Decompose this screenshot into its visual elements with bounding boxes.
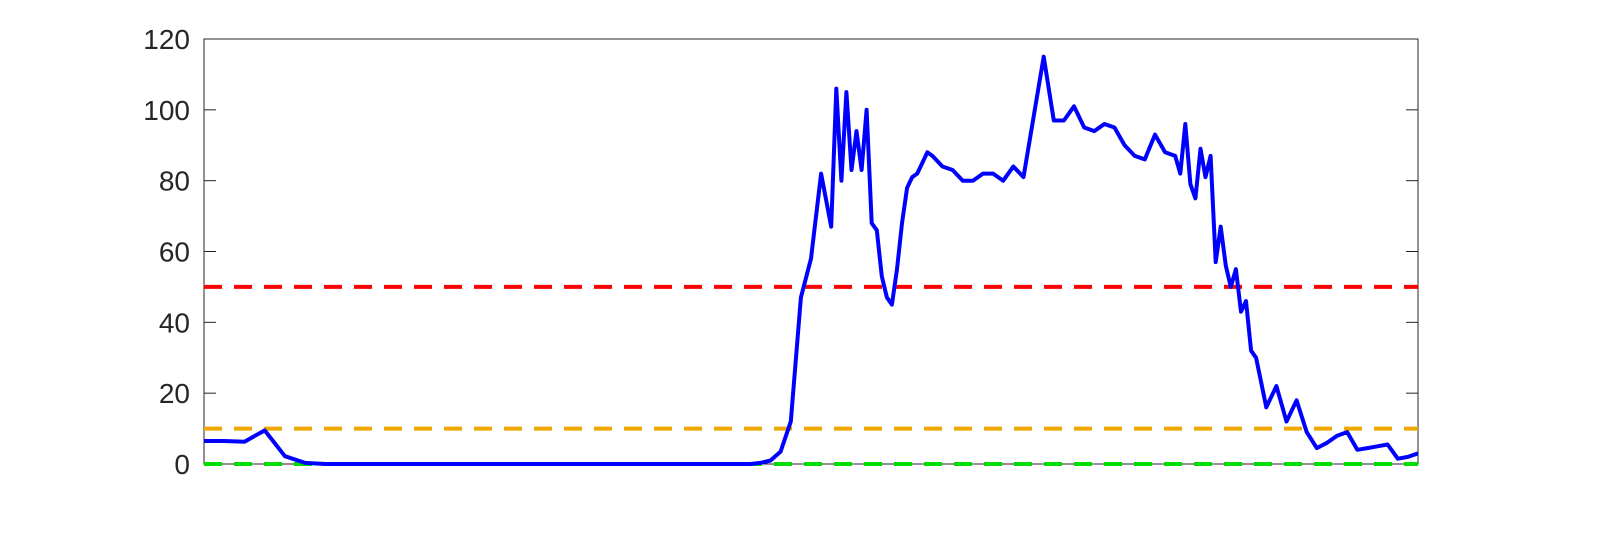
y-tick-label: 40 xyxy=(159,307,190,338)
axis-ticks xyxy=(204,38,1418,465)
series-line-0 xyxy=(204,54,1419,466)
y-tick-label: 100 xyxy=(143,95,190,126)
y-tick-label: 0 xyxy=(174,449,190,480)
y-tick-labels: 0 20 40 60 80 100 120 xyxy=(143,24,190,480)
y-tick-label: 20 xyxy=(159,378,190,409)
y-tick-label: 120 xyxy=(143,24,190,55)
y-tick-label: 80 xyxy=(159,166,190,197)
data-series xyxy=(204,54,1419,466)
reference-lines xyxy=(204,284,1418,466)
y-tick-label: 60 xyxy=(159,237,190,268)
